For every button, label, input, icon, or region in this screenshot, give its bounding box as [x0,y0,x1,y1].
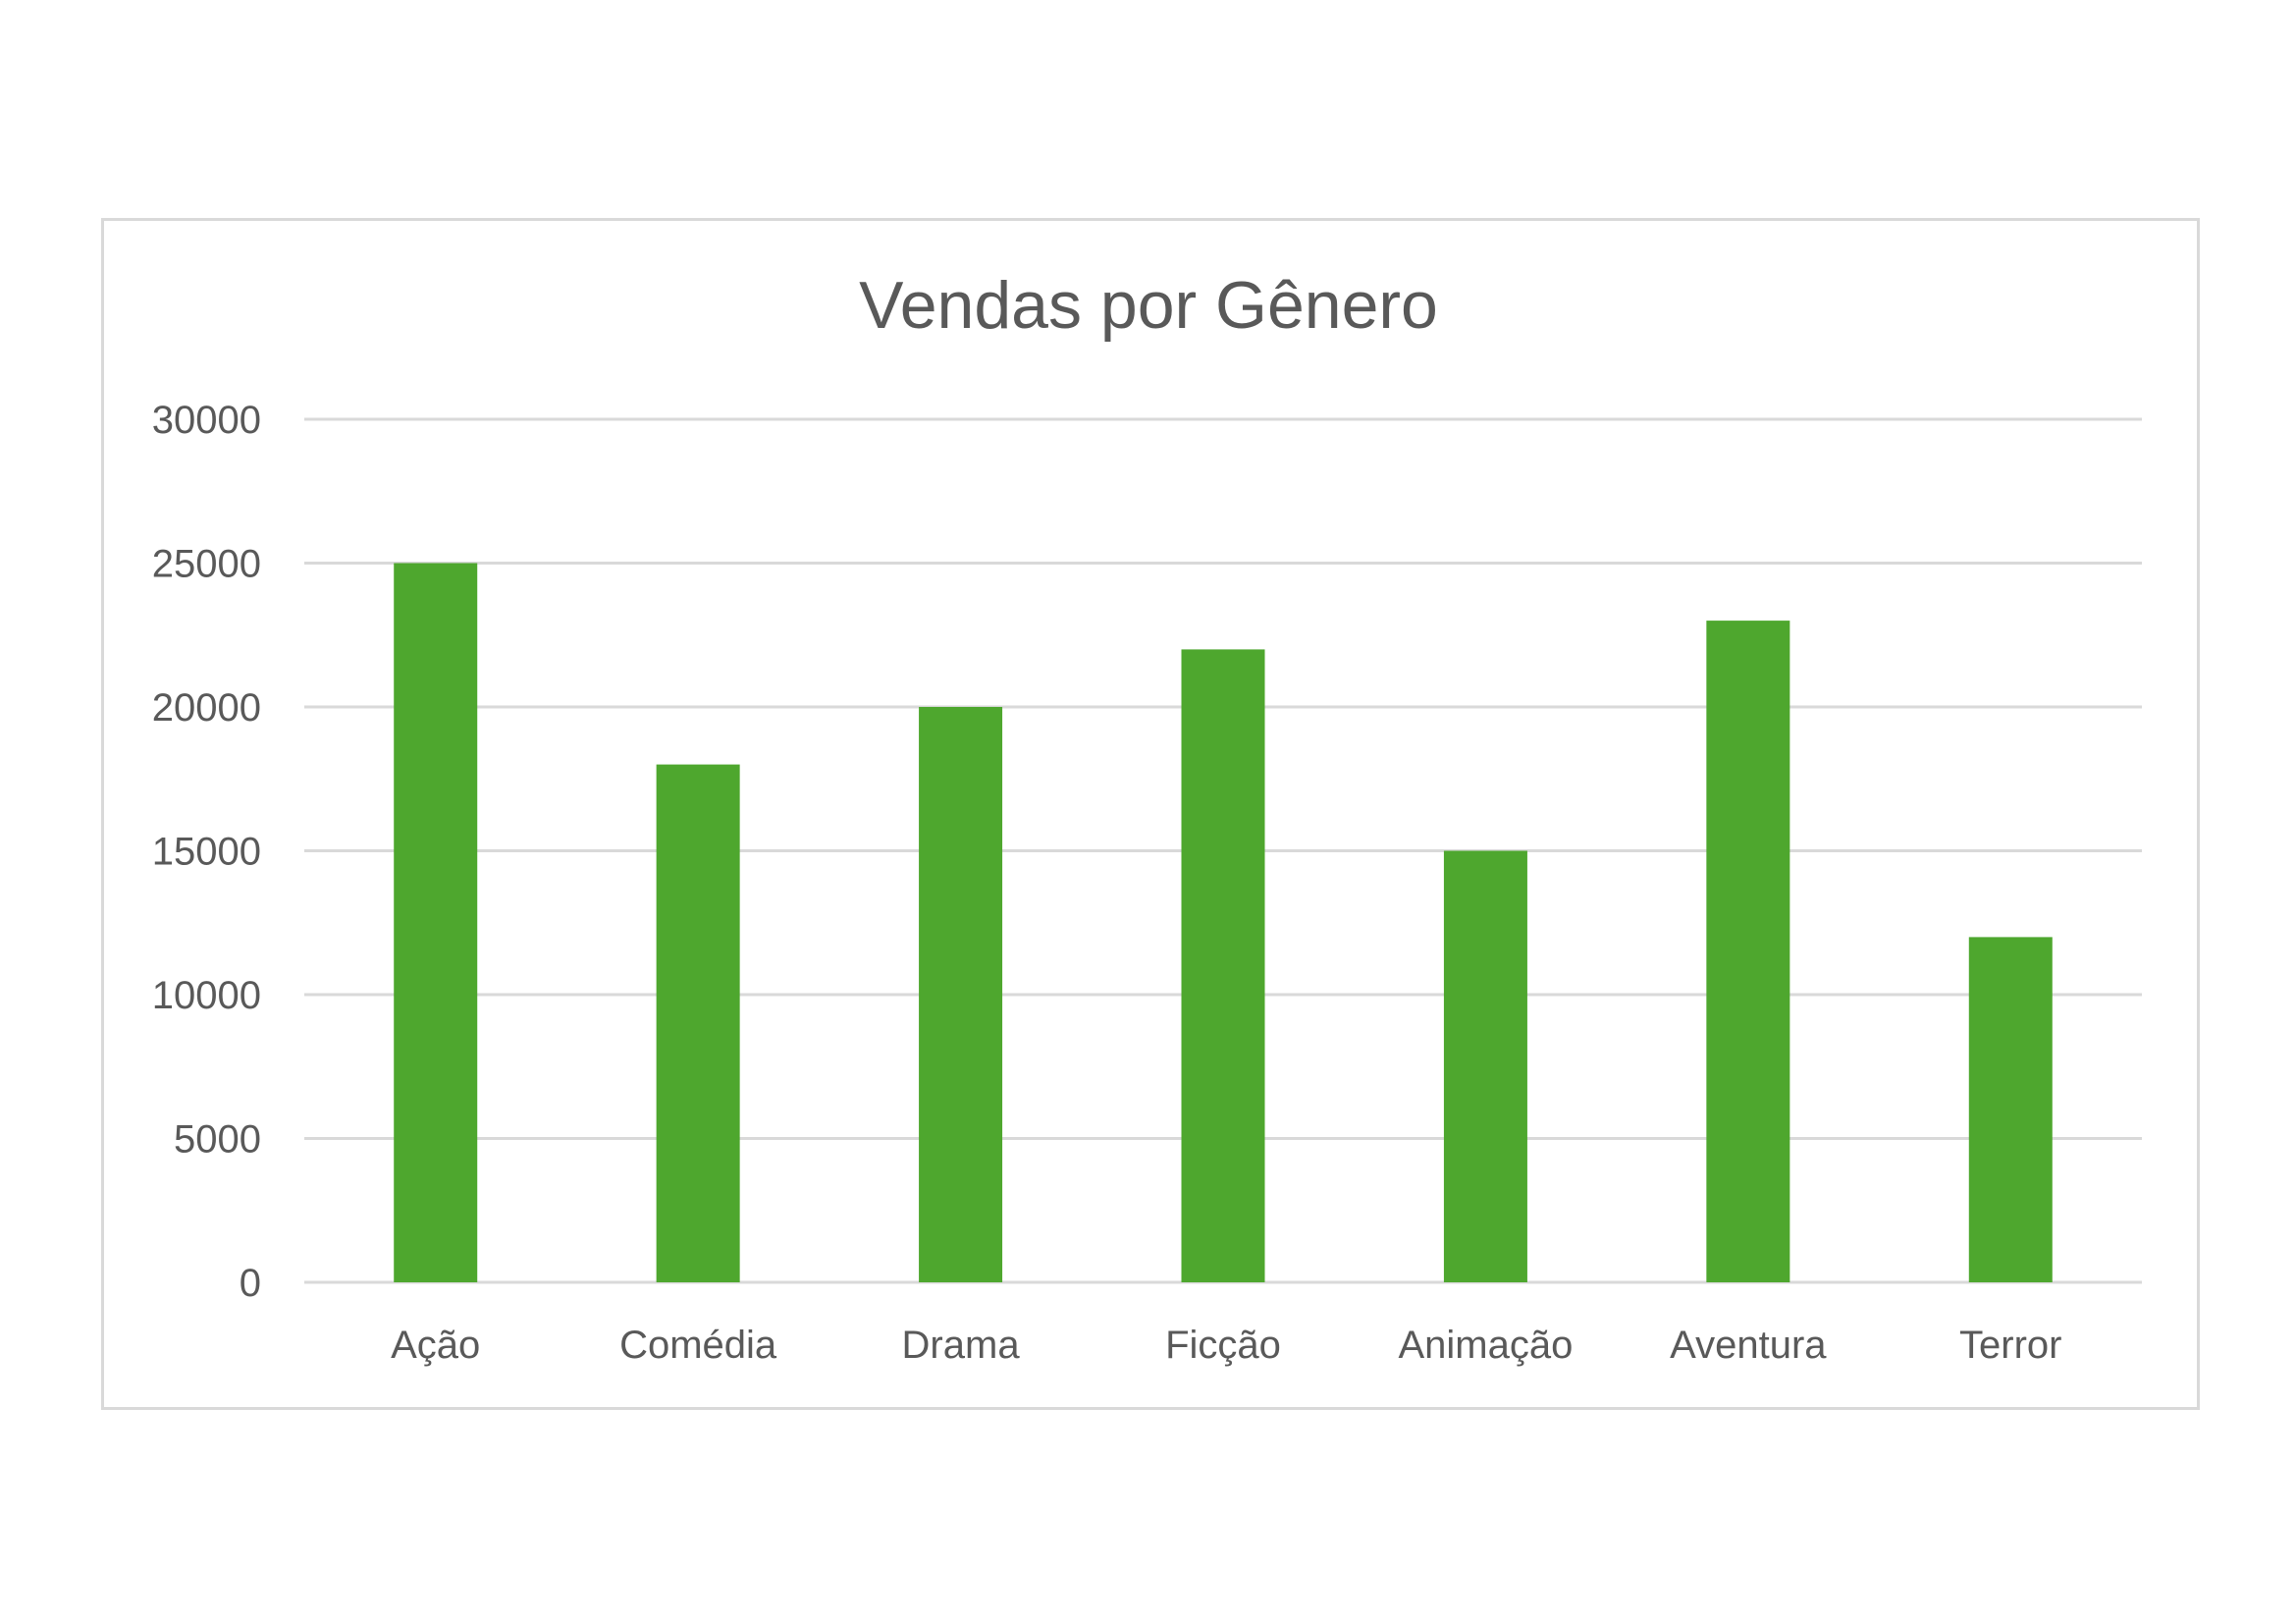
bar [1968,937,2053,1282]
bar [1181,649,1265,1282]
bar [1443,850,1527,1282]
y-tick-label: 0 [240,1262,261,1305]
y-tick-label: 5000 [174,1118,261,1162]
chart-title: Vendas por Gênero [859,268,1438,343]
y-tick-label: 10000 [152,974,261,1017]
y-tick-label: 20000 [152,686,261,730]
x-tick-label: Ação [391,1324,480,1367]
bar [919,707,1003,1282]
y-tick-label: 30000 [152,399,261,442]
x-tick-label: Comédia [619,1324,777,1367]
x-tick-label: Drama [902,1324,1021,1367]
bar [394,563,478,1282]
bar [1706,621,1790,1282]
bars [394,563,2053,1282]
x-tick-label: Aventura [1670,1324,1827,1367]
x-axis-tick-labels: Ação Comédia Drama Ficção Animação Aventura Te… [391,1324,2061,1367]
x-tick-label: Animação [1398,1324,1573,1367]
bar [656,764,740,1282]
y-tick-label: 15000 [152,831,261,874]
x-tick-label: Terror [1959,1324,2061,1367]
x-tick-label: Ficção [1165,1324,1281,1367]
y-axis-tick-labels: 0 5000 10000 15000 20000 25000 30000 [152,399,261,1305]
y-tick-label: 25000 [152,543,261,586]
